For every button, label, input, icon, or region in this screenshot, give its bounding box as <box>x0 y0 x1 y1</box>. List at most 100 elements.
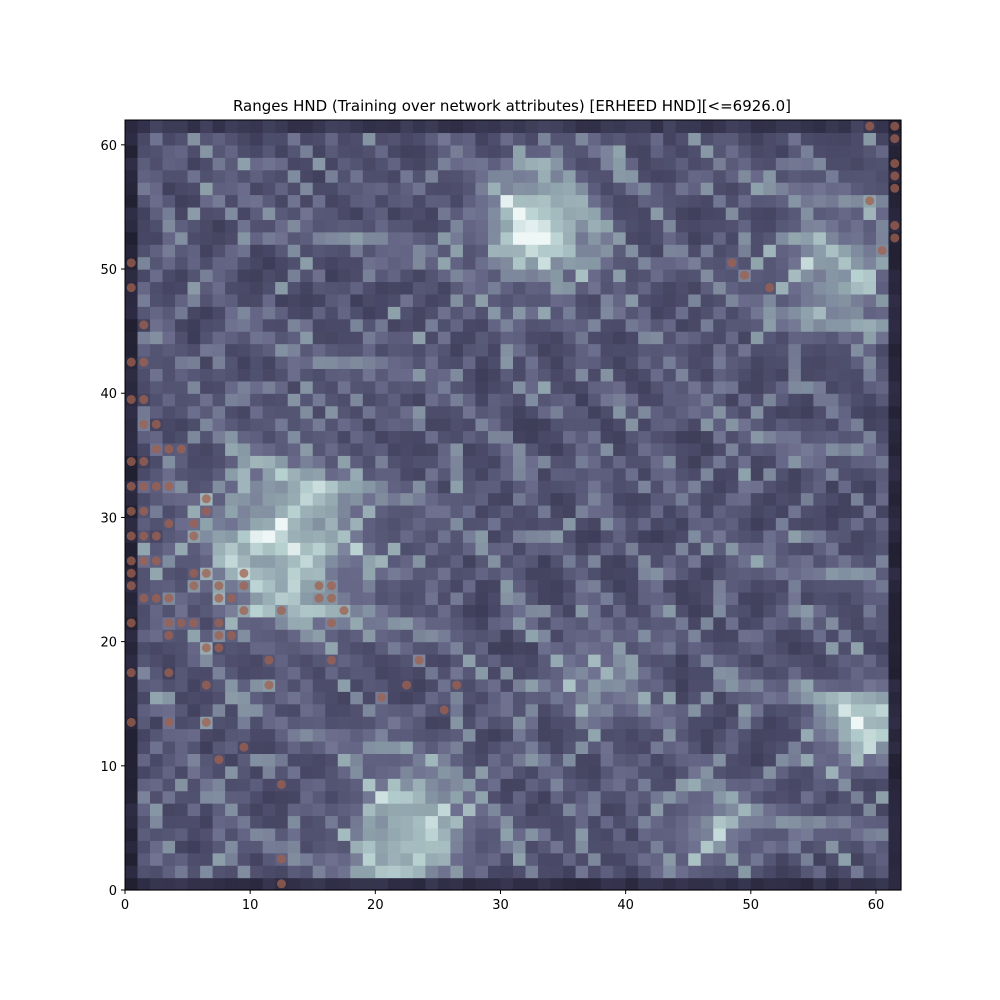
heatmap-cell <box>775 132 789 146</box>
heatmap-cell <box>400 393 414 407</box>
heatmap-cell <box>825 293 840 307</box>
heatmap-cell <box>738 567 752 581</box>
heatmap-cell <box>287 778 301 792</box>
heatmap-cell <box>575 740 589 754</box>
heatmap-cell <box>125 703 139 717</box>
heatmap-cell <box>287 306 301 320</box>
heatmap-cell <box>325 355 339 369</box>
heatmap-cell <box>825 877 840 891</box>
heatmap-cell <box>400 740 414 754</box>
heatmap-cell <box>262 182 276 196</box>
heatmap-cell <box>875 355 890 369</box>
heatmap-cell <box>150 293 164 307</box>
heatmap-cell <box>300 368 314 382</box>
heatmap-cell <box>838 753 852 767</box>
heatmap-cell <box>425 877 439 891</box>
heatmap-cell <box>362 132 376 146</box>
heatmap-cell <box>425 616 439 630</box>
heatmap-cell <box>738 753 752 767</box>
heatmap-cell <box>425 256 439 270</box>
heatmap-cell <box>713 331 727 345</box>
heatmap-cell <box>250 418 264 432</box>
heatmap-cell <box>838 393 852 407</box>
heatmap-cell <box>713 827 727 841</box>
heatmap-cell <box>763 877 777 891</box>
heatmap-cell <box>150 765 164 779</box>
heatmap-cell <box>788 765 802 779</box>
heatmap-cell <box>888 380 902 394</box>
heatmap-cell <box>563 591 577 605</box>
heatmap-cell <box>312 852 326 866</box>
heatmap-cell <box>275 293 289 307</box>
heatmap-cell <box>187 840 201 854</box>
heatmap-cell <box>400 194 414 208</box>
heatmap-cell <box>312 293 326 307</box>
heatmap-cell <box>625 505 639 519</box>
heatmap-cell <box>563 442 577 456</box>
heatmap-cell <box>525 716 539 730</box>
heatmap-cell <box>350 144 364 158</box>
y-tick-label: 40 <box>100 387 117 402</box>
heatmap-cell <box>225 480 239 494</box>
heatmap-cell <box>600 616 614 630</box>
heatmap-cell <box>450 840 464 854</box>
heatmap-cell <box>625 120 639 134</box>
heatmap-cell <box>225 567 239 581</box>
heatmap-cell <box>813 678 827 692</box>
heatmap-cell <box>750 442 764 456</box>
heatmap-cell <box>387 169 401 183</box>
heatmap-cell <box>625 492 639 506</box>
heatmap-cell <box>600 654 614 668</box>
heatmap-cell <box>700 765 714 779</box>
heatmap-cell <box>538 728 552 742</box>
heatmap-cell <box>425 517 439 531</box>
heatmap-cell <box>863 269 877 283</box>
heatmap-cell <box>700 306 714 320</box>
heatmap-cell <box>663 318 677 332</box>
heatmap-cell <box>262 144 276 158</box>
heatmap-cell <box>538 852 552 866</box>
heatmap-cell <box>550 517 564 531</box>
heatmap-cell <box>750 393 764 407</box>
heatmap-cell <box>525 355 539 369</box>
heatmap-cell <box>162 753 176 767</box>
heatmap-cell <box>563 753 577 767</box>
heatmap-cell <box>300 554 314 568</box>
heatmap-cell <box>563 281 577 295</box>
heatmap-cell <box>788 666 802 680</box>
heatmap-cell <box>187 380 201 394</box>
heatmap-cell <box>400 691 414 705</box>
heatmap-cell <box>650 455 664 469</box>
heatmap-cell <box>600 293 614 307</box>
heatmap-cell <box>437 641 452 655</box>
heatmap-cell <box>262 467 276 481</box>
heatmap-cell <box>575 840 589 854</box>
heatmap-cell <box>350 430 364 444</box>
heatmap-cell <box>513 852 527 866</box>
heatmap-cell <box>287 132 301 146</box>
heatmap-cell <box>775 877 789 891</box>
heatmap-cell <box>563 306 577 320</box>
heatmap-cell <box>725 827 739 841</box>
heatmap-cell <box>675 244 689 258</box>
heatmap-cell <box>550 405 564 419</box>
chart-title: Ranges HND (Training over network attrib… <box>233 97 791 115</box>
heatmap-cell <box>275 753 289 767</box>
heatmap-cell <box>187 728 201 742</box>
heatmap-cell <box>575 591 589 605</box>
heatmap-cell <box>500 591 514 605</box>
heatmap-cell <box>225 666 239 680</box>
heatmap-cell <box>563 269 577 283</box>
heatmap-cell <box>437 765 452 779</box>
heatmap-cell <box>788 281 802 295</box>
heatmap-cell <box>888 852 902 866</box>
heatmap-cell <box>725 480 739 494</box>
heatmap-cell <box>312 753 326 767</box>
heatmap-cell <box>875 442 890 456</box>
heatmap-cell <box>563 840 577 854</box>
heatmap-cell <box>625 368 639 382</box>
heatmap-cell <box>875 542 890 556</box>
heatmap-cell <box>337 542 351 556</box>
heatmap-cell <box>412 480 426 494</box>
heatmap-cell <box>875 641 890 655</box>
